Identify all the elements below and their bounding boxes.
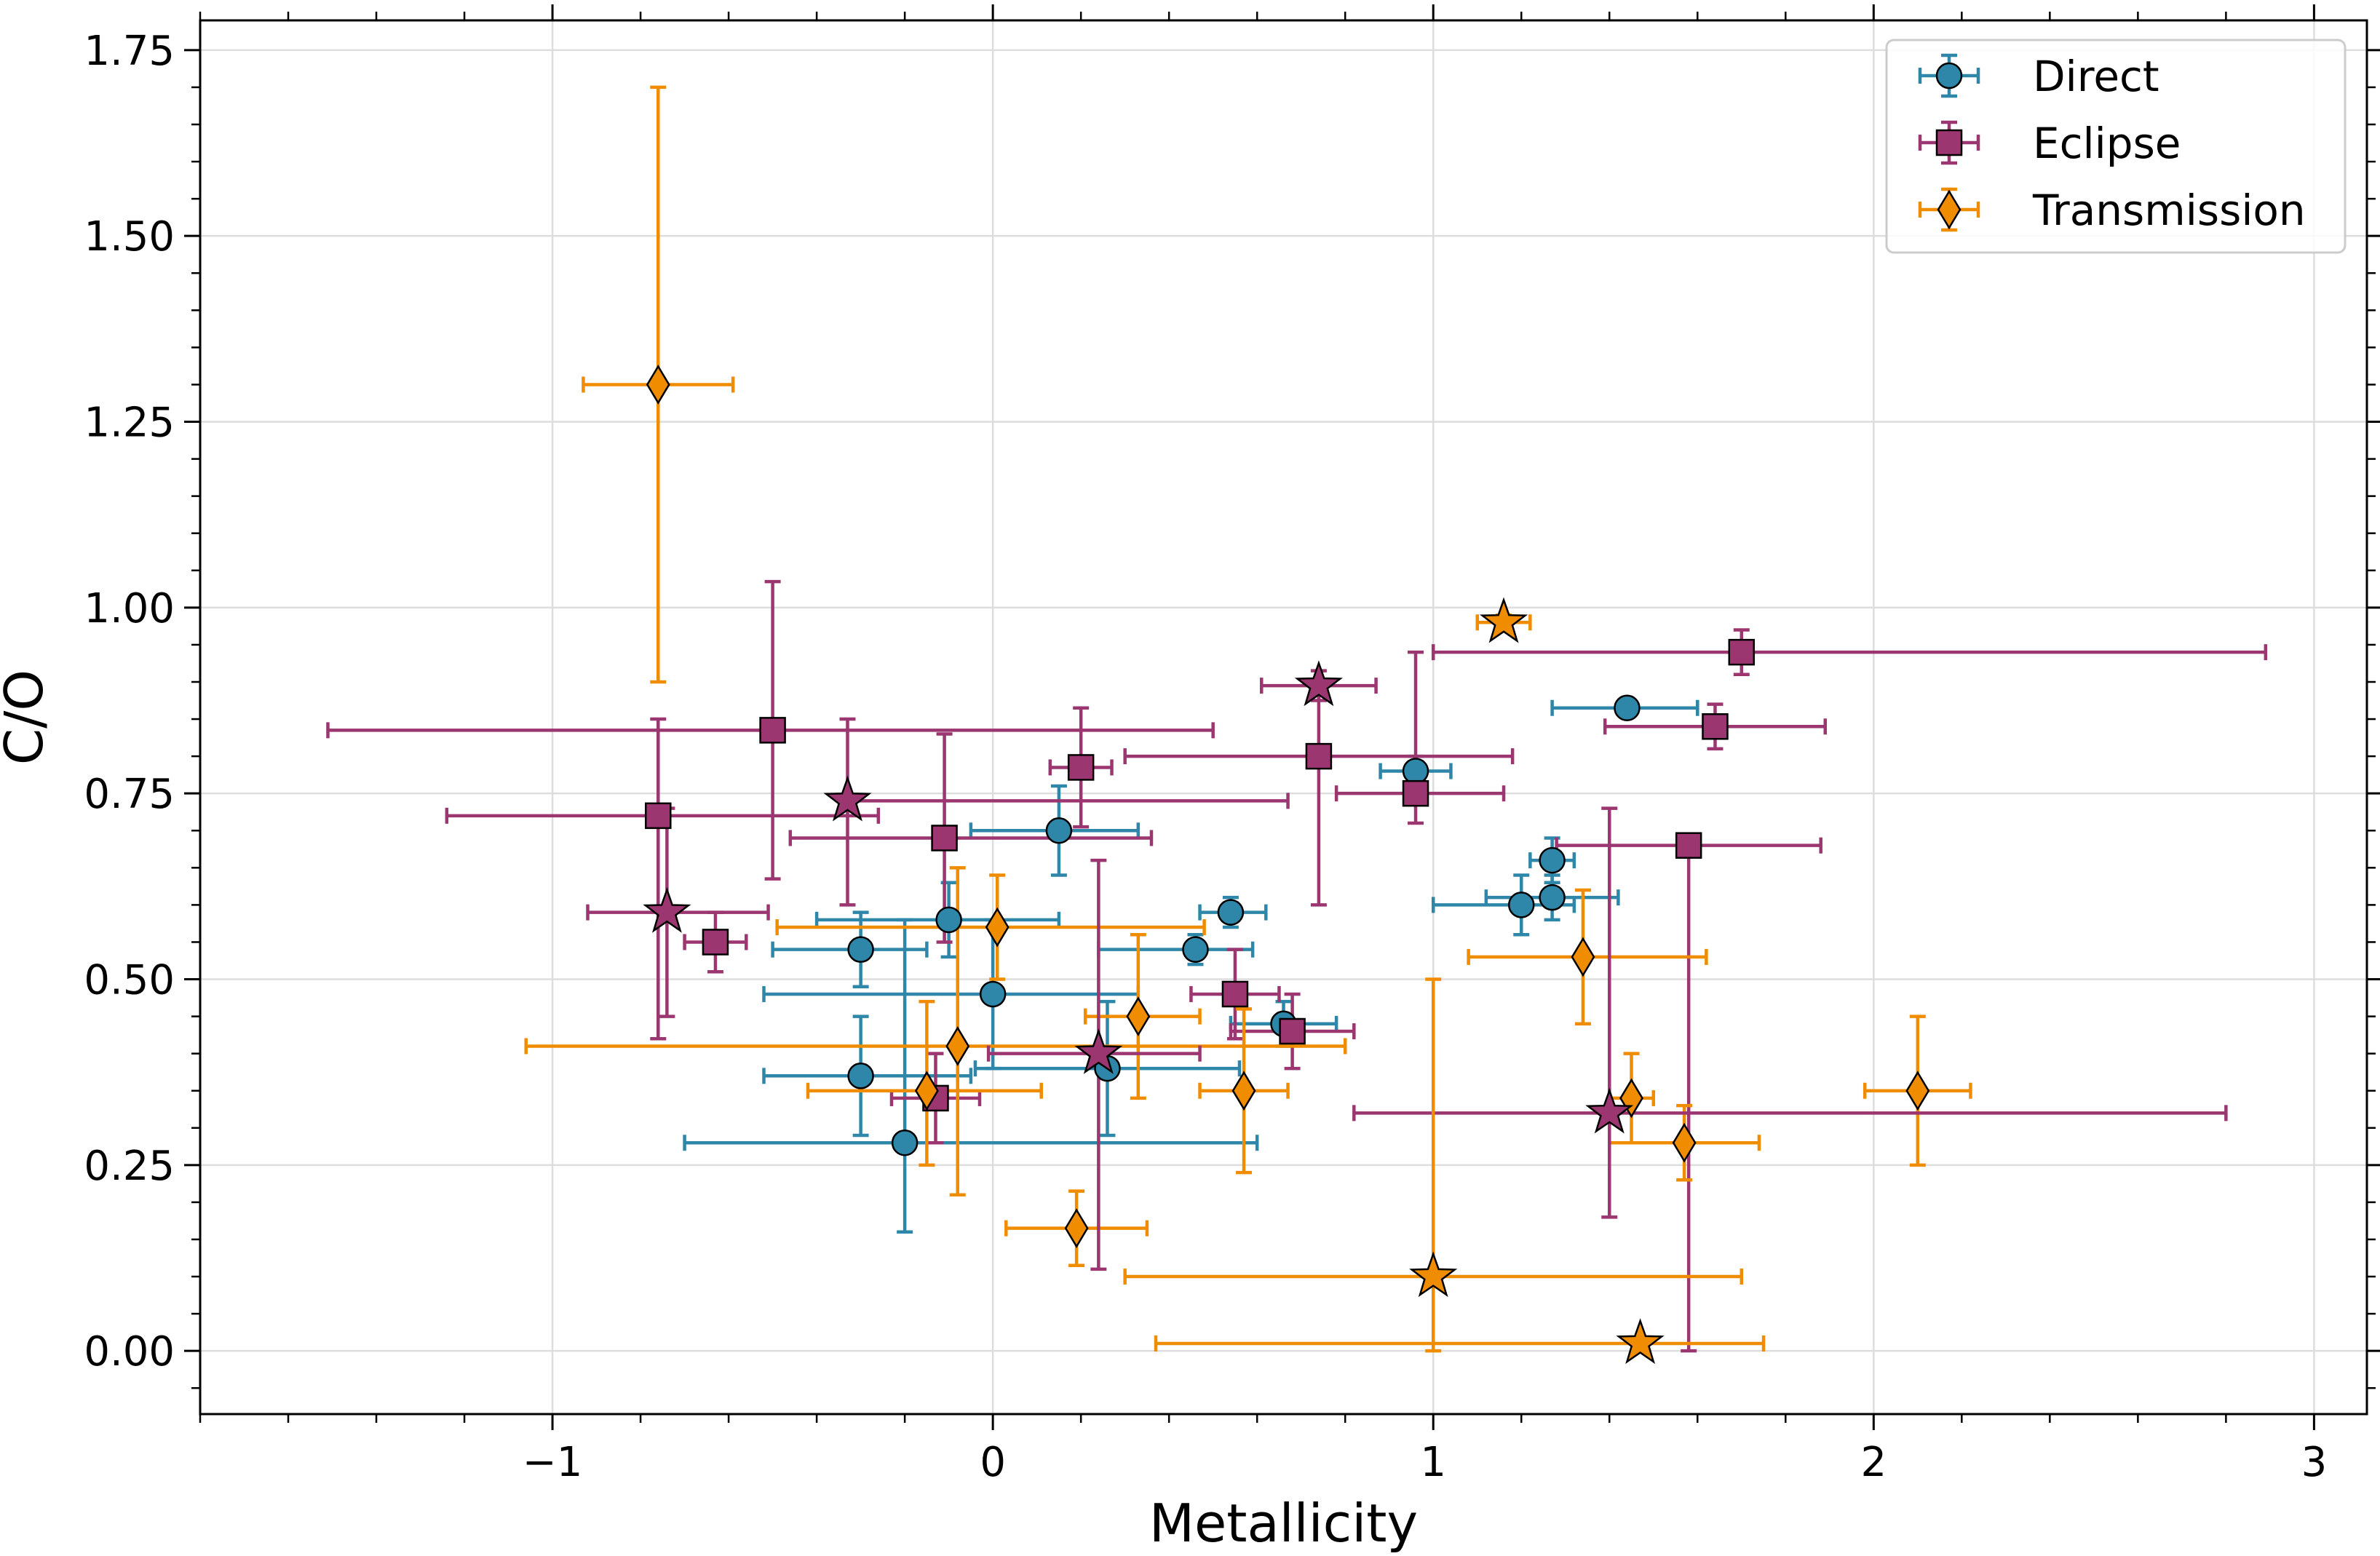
x-axis-label: Metallicity: [1149, 1493, 1418, 1554]
eclipse-point: [759, 717, 786, 744]
legend-entry-transmission: Transmission: [1918, 186, 2306, 235]
transmission-star-point: [1480, 597, 1528, 643]
transmission-point: [985, 907, 1009, 948]
eclipse-point: [702, 929, 729, 956]
eclipse-star-point: [1294, 660, 1343, 707]
eclipse-point: [1221, 980, 1249, 1008]
y-axis-label: C/O: [0, 670, 55, 765]
direct-point: [1614, 694, 1641, 721]
x-tick-label: 0: [980, 1439, 1006, 1486]
direct-point: [1539, 846, 1566, 874]
x-tick-label: 2: [1860, 1439, 1887, 1486]
eclipse-point: [1402, 779, 1429, 807]
eclipse-point: [1305, 742, 1333, 770]
eclipse-point: [1728, 638, 1756, 666]
legend-marker-direct: [1935, 62, 1963, 90]
direct-point: [1217, 899, 1245, 926]
legend-entry-direct: Direct: [1918, 52, 2159, 101]
direct-point: [1539, 884, 1566, 911]
x-tick-label: 1: [1420, 1439, 1446, 1486]
y-tick-label: 0.75: [84, 771, 175, 818]
eclipse-point: [1279, 1017, 1306, 1045]
direct-point: [847, 936, 874, 963]
transmission-point: [646, 365, 670, 405]
x-tick-label: −1: [523, 1439, 583, 1486]
eclipse-star-point: [1585, 1087, 1634, 1134]
plot-frame: [199, 19, 2368, 1416]
y-tick-label: 0.00: [84, 1328, 175, 1376]
eclipse-star-point: [643, 886, 691, 933]
direct-point: [1045, 817, 1073, 844]
eclipse-point: [1067, 754, 1095, 781]
eclipse-star-point: [823, 775, 872, 822]
legend-label-transmission: Transmission: [2032, 186, 2306, 235]
transmission-point: [1126, 996, 1151, 1037]
transmission-point: [1905, 1071, 1930, 1111]
direct-point: [891, 1129, 919, 1156]
grid-lines: [200, 20, 2367, 1414]
transmission-point: [1571, 937, 1595, 977]
y-tick-label: 1.50: [84, 213, 175, 261]
legend: Direct Eclipse Transmission: [1885, 39, 2347, 254]
transmission-star-point: [1616, 1318, 1665, 1365]
x-tick-label: 3: [2301, 1439, 2328, 1486]
legend-marker-transmission: [1937, 189, 1961, 230]
direct-point: [847, 1063, 874, 1089]
eclipse-point: [931, 825, 958, 852]
eclipse-point: [1675, 832, 1702, 859]
transmission-point: [945, 1026, 970, 1066]
direct-point: [1507, 892, 1535, 918]
transmission-point: [1231, 1071, 1256, 1111]
direct-point: [935, 906, 962, 934]
transmission-point: [914, 1071, 939, 1111]
eclipse-point: [645, 802, 672, 830]
y-tick-label: 0.25: [84, 1143, 175, 1190]
legend-label-direct: Direct: [2033, 52, 2159, 101]
legend-label-eclipse: Eclipse: [2033, 119, 2181, 168]
eclipse-star-point: [1074, 1028, 1123, 1074]
y-tick-label: 1.75: [84, 28, 175, 75]
legend-marker-eclipse: [1935, 129, 1963, 156]
direct-point: [1402, 758, 1429, 785]
axis-ticks: −1 0 1 2 3 0.00 0.25 0.50 0.75 1.00 1.25 1.50 1.75: [84, 4, 2380, 1486]
legend-box: [1885, 39, 2347, 254]
eclipse-point: [1702, 713, 1729, 740]
y-tick-label: 1.25: [84, 400, 175, 447]
transmission-star-point: [1409, 1251, 1458, 1298]
transmission-point: [1672, 1122, 1697, 1163]
legend-entry-eclipse: Eclipse: [1918, 119, 2181, 168]
transmission-point: [1064, 1208, 1089, 1249]
direct-point: [1182, 936, 1209, 963]
data-markers: [643, 365, 1930, 1365]
y-tick-label: 0.50: [84, 957, 175, 1004]
y-tick-label: 1.00: [84, 585, 175, 632]
direct-point: [979, 980, 1007, 1008]
